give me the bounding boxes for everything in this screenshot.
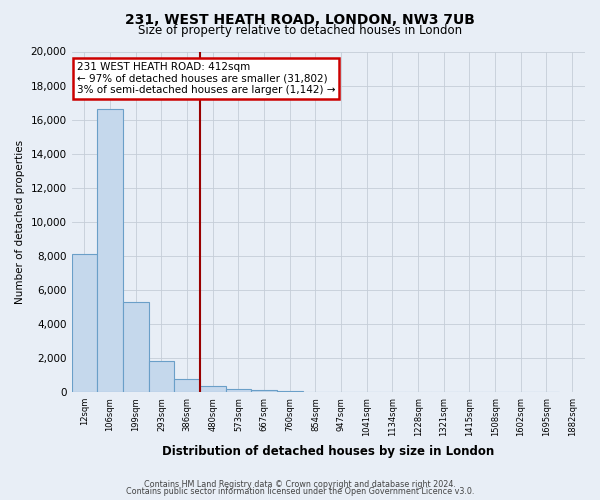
Bar (200, 386, 226, 392)
Bar (149, 360, 174, 392)
Bar (251, 390, 277, 392)
Bar (277, 391, 302, 392)
Bar (174, 378, 200, 392)
Bar (97, 110, 123, 392)
Text: 231, WEST HEATH ROAD, LONDON, NW3 7UB: 231, WEST HEATH ROAD, LONDON, NW3 7UB (125, 12, 475, 26)
Text: 231 WEST HEATH ROAD: 412sqm
← 97% of detached houses are smaller (31,802)
3% of : 231 WEST HEATH ROAD: 412sqm ← 97% of det… (77, 62, 335, 95)
Text: Contains public sector information licensed under the Open Government Licence v3: Contains public sector information licen… (126, 487, 474, 496)
Bar (71, 254, 97, 392)
Text: Contains HM Land Registry data © Crown copyright and database right 2024.: Contains HM Land Registry data © Crown c… (144, 480, 456, 489)
Y-axis label: Number of detached properties: Number of detached properties (15, 140, 25, 304)
Text: Size of property relative to detached houses in London: Size of property relative to detached ho… (138, 24, 462, 37)
Bar (226, 389, 251, 392)
Bar (123, 302, 149, 392)
X-axis label: Distribution of detached houses by size in London: Distribution of detached houses by size … (162, 444, 494, 458)
